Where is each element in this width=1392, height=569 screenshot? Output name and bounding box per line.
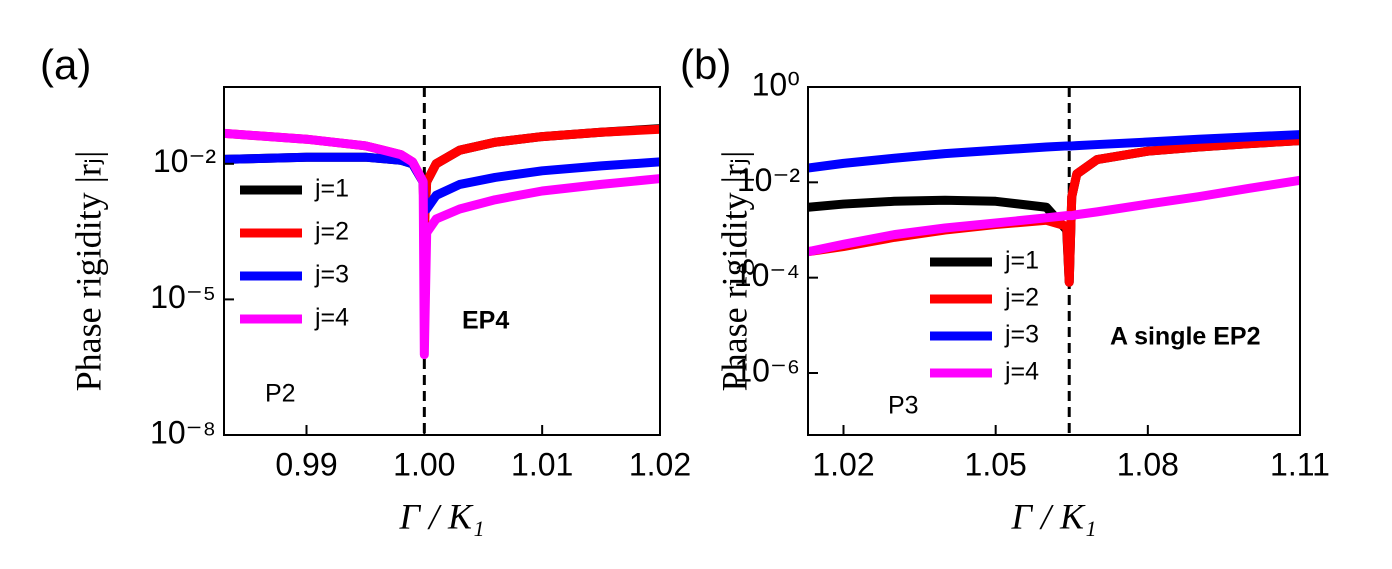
series-line [808, 175, 1300, 257]
y-tick-label: 10⁻⁴ [734, 257, 800, 293]
series-line [224, 128, 660, 360]
y-tick-label: 10⁻² [153, 143, 216, 179]
x-axis-label: Γ / K₁ [1010, 496, 1096, 536]
panel-label: (a) [40, 41, 91, 88]
y-axis-label: Phase rigidity |rⱼ| [68, 151, 108, 392]
legend-label: j=4 [314, 304, 349, 332]
legend-label: j=2 [314, 218, 349, 246]
y-tick-label: 10⁻⁸ [150, 414, 216, 450]
x-axis-label: Γ / K₁ [398, 496, 484, 536]
legend-label: j=4 [1004, 358, 1039, 386]
x-tick-label: 0.99 [275, 446, 337, 482]
legend-label: j=2 [1004, 284, 1039, 312]
annotation: P3 [888, 392, 919, 420]
series-line [808, 130, 1300, 173]
y-axis-label: Phase rigidity |rⱼ| [714, 151, 754, 392]
panel-label: (b) [680, 41, 731, 88]
plot-frame [807, 86, 1301, 436]
x-tick-label: 1.08 [1117, 446, 1179, 482]
x-tick-label: 1.11 [1270, 446, 1330, 482]
annotation: A single EP2 [1110, 323, 1261, 351]
x-tick-label: 1.01 [511, 446, 573, 482]
y-tick-label: 10⁻⁵ [150, 279, 216, 315]
y-tick-label: 10⁰ [752, 66, 800, 102]
legend-label: j=1 [1004, 247, 1039, 275]
legend-label: j=3 [1004, 321, 1039, 349]
x-tick-label: 1.02 [812, 446, 874, 482]
series-group [808, 130, 1300, 287]
x-tick-label: 1.02 [629, 446, 691, 482]
y-tick-label: 10⁻² [737, 162, 800, 198]
x-tick-label: 1.05 [965, 446, 1027, 482]
plot-frame [223, 86, 661, 436]
legend-label: j=1 [314, 175, 349, 203]
annotation: P2 [265, 380, 296, 408]
annotation: EP4 [462, 307, 509, 335]
legend-label: j=3 [314, 261, 349, 289]
y-tick-label: 10⁻⁶ [734, 352, 800, 388]
x-tick-label: 1.00 [393, 446, 455, 482]
series-group [224, 124, 660, 360]
